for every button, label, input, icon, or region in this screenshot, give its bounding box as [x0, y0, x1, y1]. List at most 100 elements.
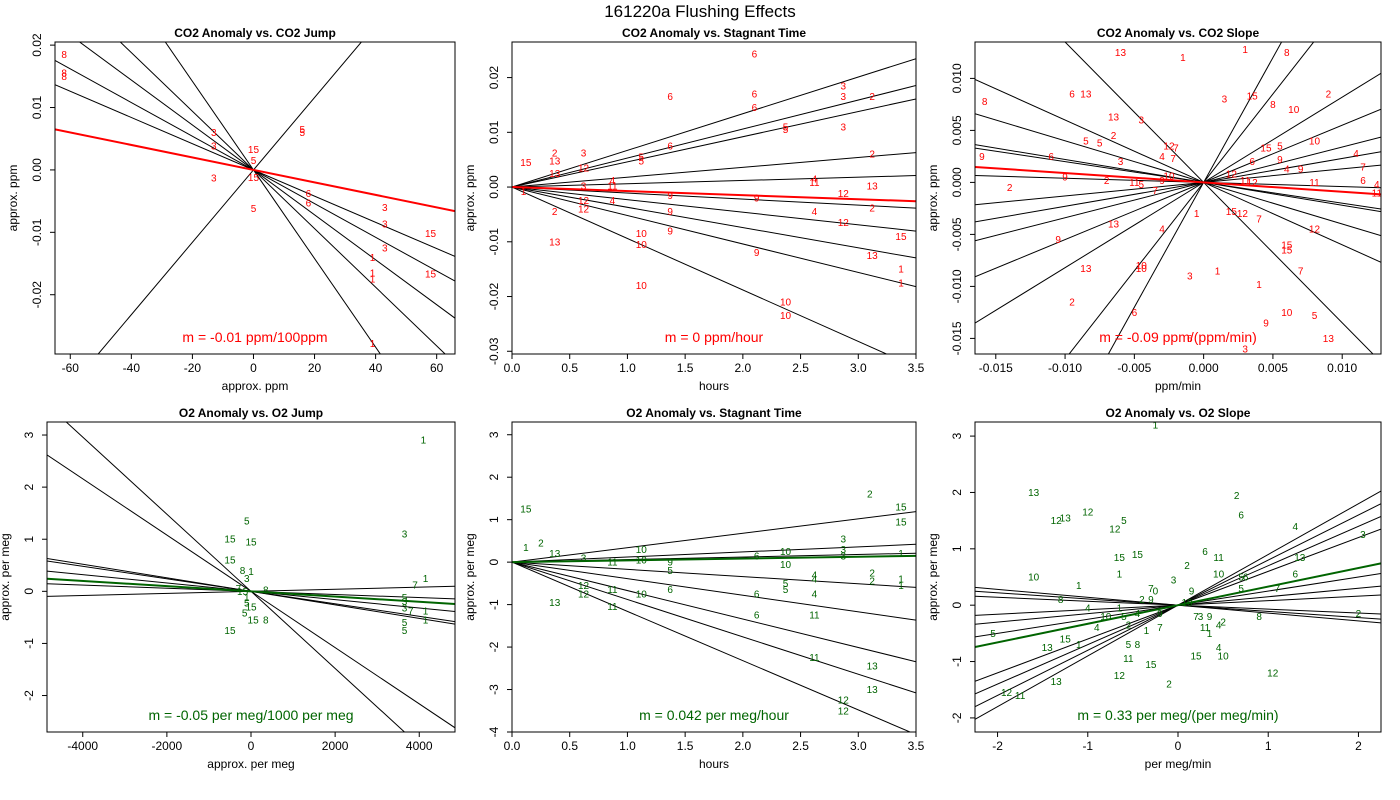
data-point-label: 11: [809, 611, 820, 622]
data-point-label: 4: [1159, 225, 1165, 236]
data-point-label: 4: [1353, 149, 1359, 160]
fit-line: [512, 186, 916, 232]
data-point-label: 10: [1181, 598, 1193, 609]
data-point-label: 1: [248, 567, 254, 578]
data-point-label: 3: [1187, 272, 1193, 283]
panel-title: O2 Anomaly vs. O2 Slope: [1106, 406, 1251, 420]
data-point-label: 10: [780, 311, 792, 322]
data-point-label: 13: [1115, 48, 1127, 59]
data-point-label: 12: [1163, 142, 1175, 153]
fit-line: [975, 136, 1381, 242]
y-tick-label: -2: [487, 641, 501, 652]
slope-annotation: m = -0.05 per meg/1000 per meg: [148, 707, 353, 723]
y-tick-label: -0.01: [30, 218, 44, 246]
y-axis-label: approx. ppm: [463, 165, 477, 232]
data-point-label: 12: [578, 581, 590, 592]
data-point-label: 2: [1069, 298, 1075, 309]
data-point-label: 1: [1144, 626, 1150, 637]
data-point-label: 6: [752, 50, 758, 61]
data-point-label: 8: [1256, 381, 1262, 392]
x-tick-label: 3.0: [850, 739, 867, 753]
data-point-label: 6: [1293, 570, 1299, 581]
x-tick-label: 2: [1355, 739, 1362, 753]
data-point-label: 6: [754, 611, 760, 622]
data-point-label: 8: [263, 615, 269, 626]
data-point-label: 1: [1180, 53, 1186, 64]
data-point-label: 3: [211, 142, 217, 153]
data-point-label: 2: [1139, 595, 1145, 606]
x-tick-label: 20: [308, 361, 322, 375]
data-point-label: 6: [1069, 90, 1075, 101]
data-point-label: 8: [240, 566, 246, 577]
overall-fit-line: [512, 186, 916, 203]
x-tick-label: 0.0: [504, 361, 521, 375]
data-point-label: 15: [1190, 651, 1202, 662]
data-point-label: 1: [423, 574, 429, 585]
data-point-label: 7: [1360, 162, 1366, 173]
data-point-label: 1: [370, 339, 376, 350]
data-point-label: 13: [549, 549, 561, 560]
data-point-label: 9: [1148, 595, 1154, 606]
data-point-label: 5: [242, 609, 248, 620]
data-point-label: 2: [538, 539, 544, 550]
data-point-label: 12: [838, 218, 850, 229]
data-point-label: 15: [245, 602, 257, 613]
data-point-label: 12: [578, 196, 590, 207]
slope-annotation: m = 0.33 per meg/(per meg/min): [1077, 707, 1278, 723]
data-point-label: 4: [1374, 180, 1380, 191]
data-point-label: 3: [1198, 612, 1204, 623]
x-tick-label: -2: [992, 739, 1003, 753]
data-point-label: 11: [1200, 623, 1211, 634]
data-point-label: 15: [1114, 553, 1126, 564]
x-tick-label: 2.0: [735, 361, 752, 375]
data-point-label: 7: [1298, 266, 1304, 277]
y-tick-label: -2: [950, 712, 964, 723]
fit-line: [975, 151, 1381, 223]
data-point-label: 1: [1076, 581, 1082, 592]
chart-panel-1: CO2 Anomaly vs. CO2 Jump8883331551555566…: [6, 26, 456, 393]
y-tick-label: -0.015: [950, 321, 964, 355]
data-point-label: 13: [1028, 488, 1040, 499]
data-point-label: 5: [1097, 138, 1103, 149]
x-tick-label: 0.5: [561, 361, 578, 375]
data-point-label: 5: [1138, 180, 1144, 191]
data-point-label: 5: [244, 516, 250, 527]
data-point-label: 3: [840, 551, 846, 562]
data-point-label: 15: [520, 158, 532, 169]
fit-lines: [47, 422, 455, 732]
data-point-label: 6: [1238, 511, 1244, 522]
data-point-label: 2: [1234, 491, 1240, 502]
data-point-label: 1: [1207, 629, 1213, 640]
fit-line: [975, 72, 1381, 324]
y-axis-label: approx. ppm: [926, 165, 940, 232]
data-point-label: 4: [1085, 604, 1091, 615]
data-point-label: 10: [636, 281, 648, 292]
overall-fit-line: [975, 562, 1381, 649]
data-point-label: 2: [552, 207, 558, 218]
data-point-label: 9: [1207, 612, 1213, 623]
data-point-label: 12: [578, 204, 590, 215]
data-point-label: 15: [1247, 92, 1259, 103]
fit-line: [1064, 42, 1374, 354]
data-point-label: 1: [898, 265, 904, 276]
x-axis-label: approx. ppm: [222, 379, 289, 393]
panel-title: CO2 Anomaly vs. CO2 Jump: [174, 26, 336, 40]
y-tick-label: 0: [22, 588, 36, 595]
x-tick-label: 1.5: [677, 361, 694, 375]
data-point-label: 15: [895, 232, 907, 243]
fit-line: [975, 78, 1381, 263]
y-tick-label: 0.02: [30, 33, 44, 57]
y-tick-label: 0.02: [487, 66, 501, 90]
data-point-label: 12: [1001, 688, 1013, 699]
data-point-label: 12: [578, 589, 590, 600]
data-point-label: 2: [869, 577, 875, 588]
data-point-label: 11: [607, 181, 618, 192]
data-point-label: 13: [867, 662, 879, 673]
data-point-label: 9: [1277, 155, 1283, 166]
data-point-label: 13: [1080, 90, 1092, 101]
data-point-label: 6: [1187, 334, 1193, 345]
